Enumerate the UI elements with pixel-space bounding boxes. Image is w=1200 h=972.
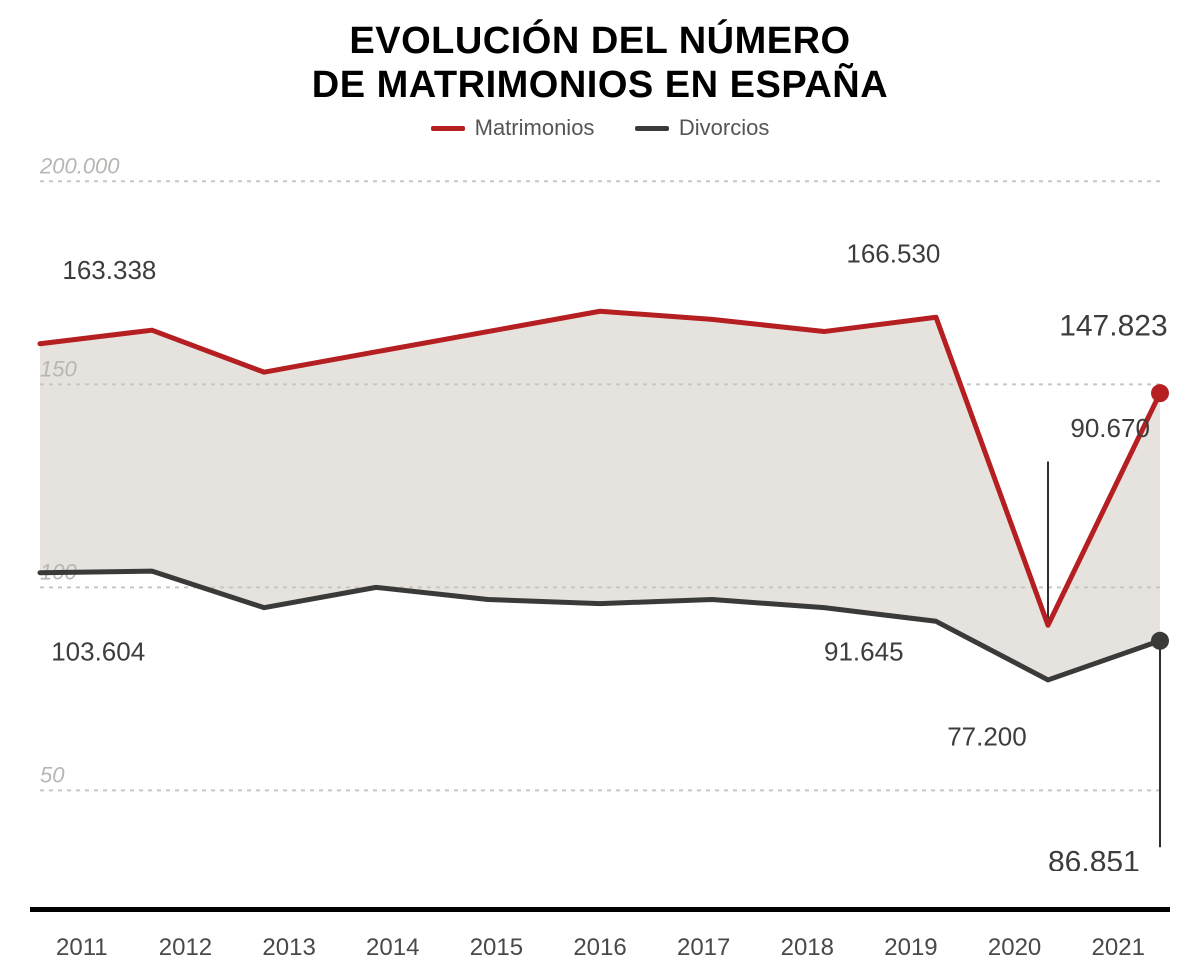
y-tick-label: 200.000: [39, 154, 120, 179]
x-tick: 2019: [859, 934, 963, 962]
value-label: 163.338: [62, 255, 156, 285]
value-label: 77.200: [947, 722, 1027, 752]
legend-item-matrimonios: Matrimonios: [431, 115, 595, 141]
title-line-1: EVOLUCIÓN DEL NÚMERO: [30, 20, 1170, 64]
x-tick: 2021: [1066, 934, 1170, 962]
legend: Matrimonios Divorcios: [30, 115, 1170, 141]
value-label: 147.823: [1059, 310, 1167, 343]
legend-item-divorcios: Divorcios: [635, 115, 769, 141]
end-marker: [1151, 385, 1169, 403]
value-label: 90.670: [1070, 413, 1150, 443]
chart-container: EVOLUCIÓN DEL NÚMERO DE MATRIMONIOS EN E…: [0, 0, 1200, 972]
y-tick-label: 50: [40, 763, 65, 788]
legend-label-divorcios: Divorcios: [679, 115, 769, 141]
fill-between: [40, 312, 1160, 681]
value-label: 166.530: [846, 239, 940, 269]
legend-swatch-divorcios: [635, 126, 669, 131]
end-marker: [1151, 632, 1169, 650]
x-tick: 2018: [755, 934, 859, 962]
legend-swatch-matrimonios: [431, 126, 465, 131]
plot-area: 200.00015010050163.338166.530147.82390.6…: [30, 151, 1170, 871]
x-tick: 2016: [548, 934, 652, 962]
value-label: 103.604: [51, 637, 145, 667]
plot-svg: 200.00015010050163.338166.530147.82390.6…: [30, 151, 1170, 871]
x-tick: 2012: [134, 934, 238, 962]
value-label: 86.851: [1048, 846, 1140, 871]
chart-title: EVOLUCIÓN DEL NÚMERO DE MATRIMONIOS EN E…: [30, 20, 1170, 107]
x-tick: 2011: [30, 934, 134, 962]
x-tick: 2014: [341, 934, 445, 962]
legend-label-matrimonios: Matrimonios: [475, 115, 595, 141]
title-line-2: DE MATRIMONIOS EN ESPAÑA: [30, 64, 1170, 108]
value-label: 91.645: [824, 637, 904, 667]
x-tick: 2013: [237, 934, 341, 962]
x-tick: 2020: [963, 934, 1067, 962]
x-axis: 2011201220132014201520162017201820192020…: [30, 907, 1170, 962]
x-tick: 2017: [652, 934, 756, 962]
x-tick: 2015: [445, 934, 549, 962]
y-tick-label: 150: [40, 357, 77, 382]
